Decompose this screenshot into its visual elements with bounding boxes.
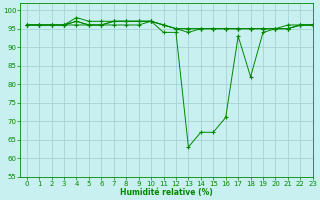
X-axis label: Humidité relative (%): Humidité relative (%)	[120, 188, 213, 197]
